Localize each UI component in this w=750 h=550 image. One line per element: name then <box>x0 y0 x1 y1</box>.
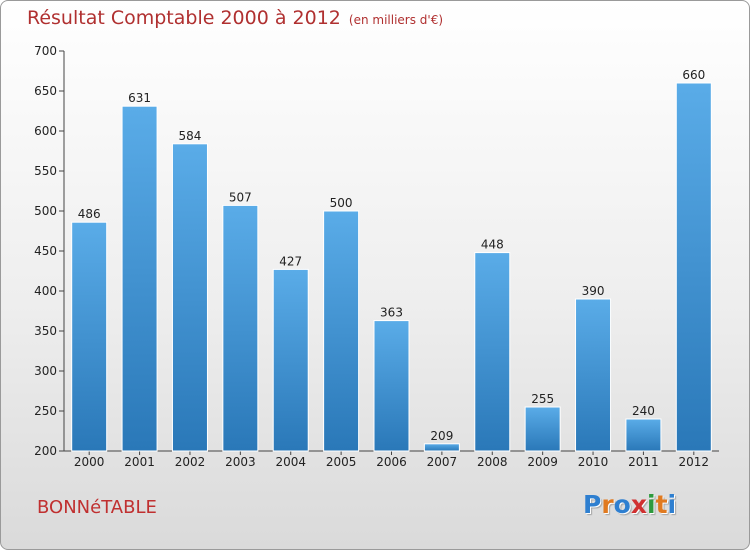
x-tick-label: 2002 <box>175 455 206 469</box>
x-tick-label: 2008 <box>477 455 508 469</box>
logo-letter: P <box>583 490 602 519</box>
chart-unit-note: (en milliers d'€) <box>348 13 444 27</box>
bar-2004 <box>272 268 309 452</box>
y-tick-label: 650 <box>34 84 57 98</box>
data-label: 209 <box>430 429 453 443</box>
x-tick-label: 2003 <box>225 455 256 469</box>
data-label: 584 <box>179 129 202 143</box>
bar-2011 <box>625 418 662 452</box>
y-tick-label: 250 <box>34 404 57 418</box>
logo-letter: t <box>655 490 668 519</box>
data-label: 427 <box>279 254 302 268</box>
data-label: 363 <box>380 306 403 320</box>
bar-2010 <box>575 298 612 452</box>
y-tick-label: 300 <box>34 364 57 378</box>
data-label: 660 <box>682 68 705 82</box>
x-tick-label: 2012 <box>679 455 710 469</box>
y-tick-label: 500 <box>34 204 57 218</box>
bar-2003 <box>222 204 259 452</box>
data-label: 240 <box>632 404 655 418</box>
y-tick-label: 350 <box>34 324 57 338</box>
chart-title-main: Résultat Comptable 2000 à 2012 <box>27 7 341 29</box>
logo-letter: i <box>647 490 656 519</box>
x-tick-label: 2006 <box>376 455 407 469</box>
y-tick-label: 600 <box>34 124 57 138</box>
x-tick-label: 2001 <box>124 455 155 469</box>
y-tick-label: 700 <box>34 44 57 58</box>
y-tick-label: 450 <box>34 244 57 258</box>
x-tick-label: 2000 <box>74 455 105 469</box>
bar-2002 <box>171 143 208 452</box>
bar-2006 <box>373 320 410 452</box>
bar-2007 <box>423 443 460 452</box>
y-tick-label: 400 <box>34 284 57 298</box>
x-tick-label: 2005 <box>326 455 357 469</box>
logo-letter: r <box>601 490 614 519</box>
data-label: 486 <box>78 207 101 221</box>
x-tick-label: 2004 <box>275 455 306 469</box>
y-tick-label: 200 <box>34 444 57 458</box>
bar-2008 <box>474 252 511 452</box>
x-tick-label: 2007 <box>427 455 458 469</box>
bar-2001 <box>121 105 158 452</box>
proxiti-logo[interactable]: Proxiti <box>583 490 676 519</box>
bar-2005 <box>323 210 360 452</box>
logo-letter: x <box>630 490 647 519</box>
bar-2000 <box>71 221 108 452</box>
bar-2009 <box>524 406 561 452</box>
y-tick-label: 550 <box>34 164 57 178</box>
logo-letter: i <box>667 490 677 519</box>
x-tick-label: 2010 <box>578 455 609 469</box>
data-label: 390 <box>582 284 605 298</box>
logo-letter: o <box>613 490 631 519</box>
x-tick-label: 2009 <box>527 455 558 469</box>
data-label: 500 <box>330 196 353 210</box>
data-label: 631 <box>128 91 151 105</box>
bar-2012 <box>675 82 712 452</box>
chart-labels: 2000 486 2001 631 2002 584 2003 507 2004 427 2005 5… <box>74 68 709 469</box>
chart-bars <box>71 82 712 452</box>
data-label: 448 <box>481 238 504 252</box>
chart-title: Résultat Comptable 2000 à 2012 (en millie… <box>27 7 443 29</box>
data-label: 507 <box>229 190 252 204</box>
data-label: 255 <box>531 392 554 406</box>
commune-name: BONNéTABLE <box>37 497 157 518</box>
x-tick-label: 2011 <box>628 455 659 469</box>
